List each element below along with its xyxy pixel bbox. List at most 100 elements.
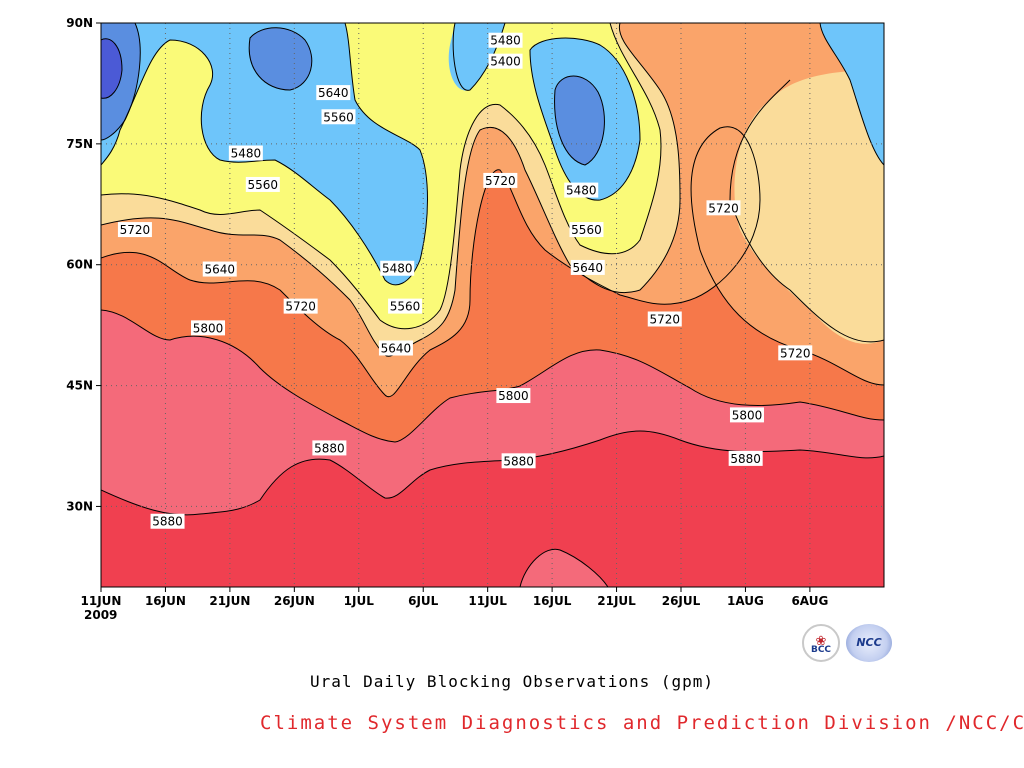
contour-label-text: 5640 [318,86,349,100]
contour-label: 5560 [245,176,280,192]
contour-label-text: 5560 [571,223,602,237]
band-5400-5480-b [249,27,312,90]
contour-label: 5720 [706,200,741,216]
contour-label-text: 5560 [323,110,354,124]
contour-lines [101,23,884,587]
contour-label: 5480 [228,145,263,161]
contour-label-text: 5480 [231,147,262,161]
x-tick-label: 1JUL [344,594,375,608]
contour-label: 5880 [150,513,185,529]
contour-label-bg [321,109,356,125]
contour-label-text: 5400 [490,55,521,69]
x-tick-label: 1AUG [727,594,764,608]
contour-labels: 5480 5400 5640 5560 5480 5560 5720 5480 5720 5560… [117,32,813,529]
x-tick-label: 16JUN [145,594,186,608]
x-tick-label: 16JUL [533,594,572,608]
y-tick-label: 75N [66,137,93,151]
contour-label-bg [283,298,318,314]
bcc-logo: ❀ BCC [802,624,840,662]
y-tick-label: 45N [66,379,93,393]
ncc-logo: NCC [846,624,892,662]
y-axis: 30N 45N 60N 75N 90N [66,16,93,513]
credit-line: Climate System Diagnostics and Predictio… [260,712,1024,734]
band-below-5400 [101,38,122,99]
contour-label: 5480 [380,260,415,276]
contour-label-text: 5720 [708,201,739,215]
contour-label-bg [647,311,682,327]
x-tick-label: 21JUL [597,594,636,608]
x-tick-label: 6AUG [791,594,828,608]
contour-label-bg [728,450,763,466]
contour-label-bg [380,260,415,276]
axis-ticks [96,22,811,592]
contour-label: 5880 [728,450,763,466]
contour-label: 5880 [501,453,536,469]
x-axis: 11JUN 16JUN 21JUN 26JUN 1JUL 6JUL 11JUL 16JUL 21… [81,594,829,608]
ncc-logo-text: NCC [856,636,882,649]
x-tick-label: 11JUN [81,594,122,608]
contour-label-bg [117,222,152,238]
x-tick-label: 26JUL [662,594,701,608]
plot-frame [100,22,885,588]
contour-label: 5800 [191,320,226,336]
contour-label: 5560 [388,298,423,314]
contour-label-text: 5560 [248,178,279,192]
contour-label-text: 5800 [193,321,224,335]
contour-label: 5720 [117,222,152,238]
x-tick-label: 21JUN [209,594,250,608]
contour-label-bg [488,32,523,48]
contour-label: 5720 [483,172,518,188]
contour-label: 5640 [202,261,237,277]
contour-label-text: 5480 [382,262,413,276]
contour-label-text: 5560 [390,300,421,314]
x-tick-label: 26JUN [274,594,315,608]
contour-label-bg [483,172,518,188]
y-tick-label: 30N [66,499,93,513]
contour-label-text: 5720 [649,313,680,327]
contour-label-bg [388,298,423,314]
contour-label-text: 5720 [120,223,151,237]
bcc-logo-mark: ❀ [815,634,827,649]
contour-label-text: 5720 [285,300,316,314]
contour-label-text: 5880 [503,454,534,468]
x-tick-label: 11JUL [468,594,507,608]
contour-label-bg [501,453,536,469]
contour-label: 5800 [496,388,531,404]
contour-label-bg [228,145,263,161]
contour-label: 5640 [378,340,413,356]
x-tick-label: 6JUL [408,594,439,608]
contour-label: 5640 [570,259,605,275]
contour-label: 5480 [488,32,523,48]
contour-label-bg [570,259,605,275]
contour-label: 5640 [316,85,351,101]
contour-label-text: 5800 [732,408,763,422]
contour-label-text: 5880 [730,452,761,466]
contour-label-text: 5640 [204,263,235,277]
contour-label-bg [706,200,741,216]
contour-label: 5560 [321,109,356,125]
contour-label: 5480 [564,182,599,198]
contour-label: 5720 [283,298,318,314]
contour-label-bg [191,320,226,336]
contour-label-bg [245,176,280,192]
contour-label-bg [316,85,351,101]
contour-label-text: 5640 [381,342,412,356]
contour-label-bg [729,407,764,423]
band-5400-5480-c [554,76,605,165]
y-tick-label: 60N [66,258,93,272]
bcc-logo-text: BCC [810,645,832,655]
contour-label: 5800 [729,407,764,423]
contour-label-bg [569,222,604,238]
contour-label-bg [496,388,531,404]
contour-label-text: 5640 [572,261,603,275]
contour-label-text: 5480 [566,184,597,198]
contour-label-bg [564,182,599,198]
contour-label-bg [312,440,347,456]
contour-label-bg [778,345,813,361]
contour-label-text: 5720 [485,174,516,188]
contour-label: 5400 [488,53,523,69]
contour-label-text: 5880 [152,515,183,529]
contour-fills [101,23,884,587]
band-5880-5960-blob [520,549,608,587]
